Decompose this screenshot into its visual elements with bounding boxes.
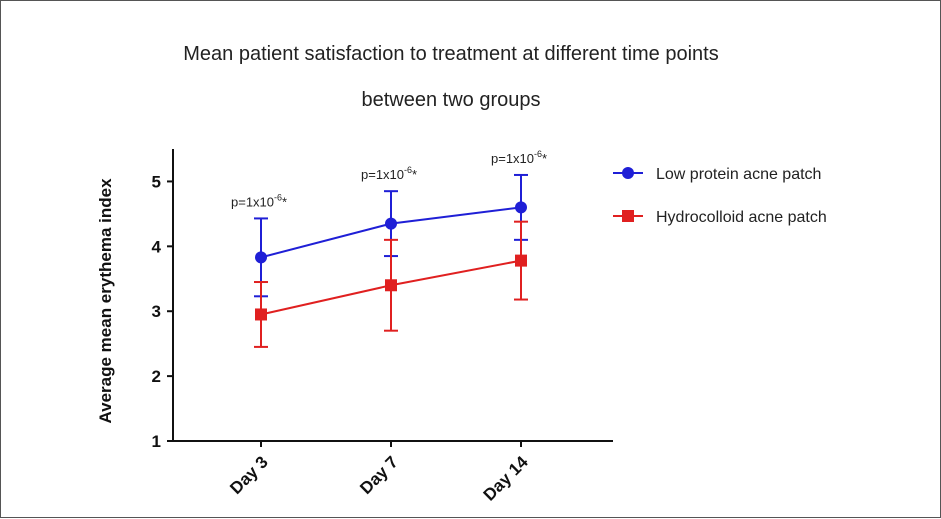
p-value-annotation: p=1x10-6* — [361, 165, 417, 182]
data-point — [255, 308, 267, 321]
legend-label: Hydrocolloid acne patch — [656, 209, 827, 226]
p-value-annotation: p=1x10-6* — [231, 192, 287, 209]
legend-item: Hydrocolloid acne patch — [613, 209, 827, 226]
legend-marker — [622, 210, 634, 222]
data-point — [385, 279, 397, 292]
y-tick-label: 3 — [152, 302, 161, 321]
y-tick-label: 1 — [152, 432, 161, 451]
legend: Low protein acne patch Hydrocolloid acne … — [613, 166, 827, 226]
x-tick-label: Day 14 — [480, 452, 533, 505]
legend-marker — [622, 167, 634, 179]
data-point — [515, 254, 527, 267]
legend-item: Low protein acne patch — [613, 166, 821, 183]
data-point — [515, 201, 527, 214]
chart-title-line-2: between two groups — [361, 89, 541, 111]
data-point — [385, 217, 397, 230]
data-point — [255, 251, 267, 264]
p-value-annotation: p=1x10-6* — [491, 149, 547, 166]
y-tick-label: 5 — [152, 172, 161, 191]
y-tick-label: 2 — [152, 367, 161, 386]
y-tick-label: 4 — [152, 237, 162, 256]
x-tick-label: Day 3 — [226, 452, 272, 498]
series-hydrocolloid — [254, 220, 528, 348]
axes: 1 2 3 4 5 Day 3 Day 7 Day 14 Average mean erythe… — [96, 149, 613, 505]
chart-title-line-1: Mean patient satisfaction to treatment a… — [183, 43, 719, 65]
x-tick-label: Day 7 — [356, 452, 402, 498]
series-layer — [254, 173, 528, 348]
annotation-layer: p=1x10-6* p=1x10-6* p=1x10-6* — [231, 149, 547, 209]
legend-label: Low protein acne patch — [656, 166, 821, 183]
y-axis-title: Average mean erythema index — [96, 178, 115, 424]
